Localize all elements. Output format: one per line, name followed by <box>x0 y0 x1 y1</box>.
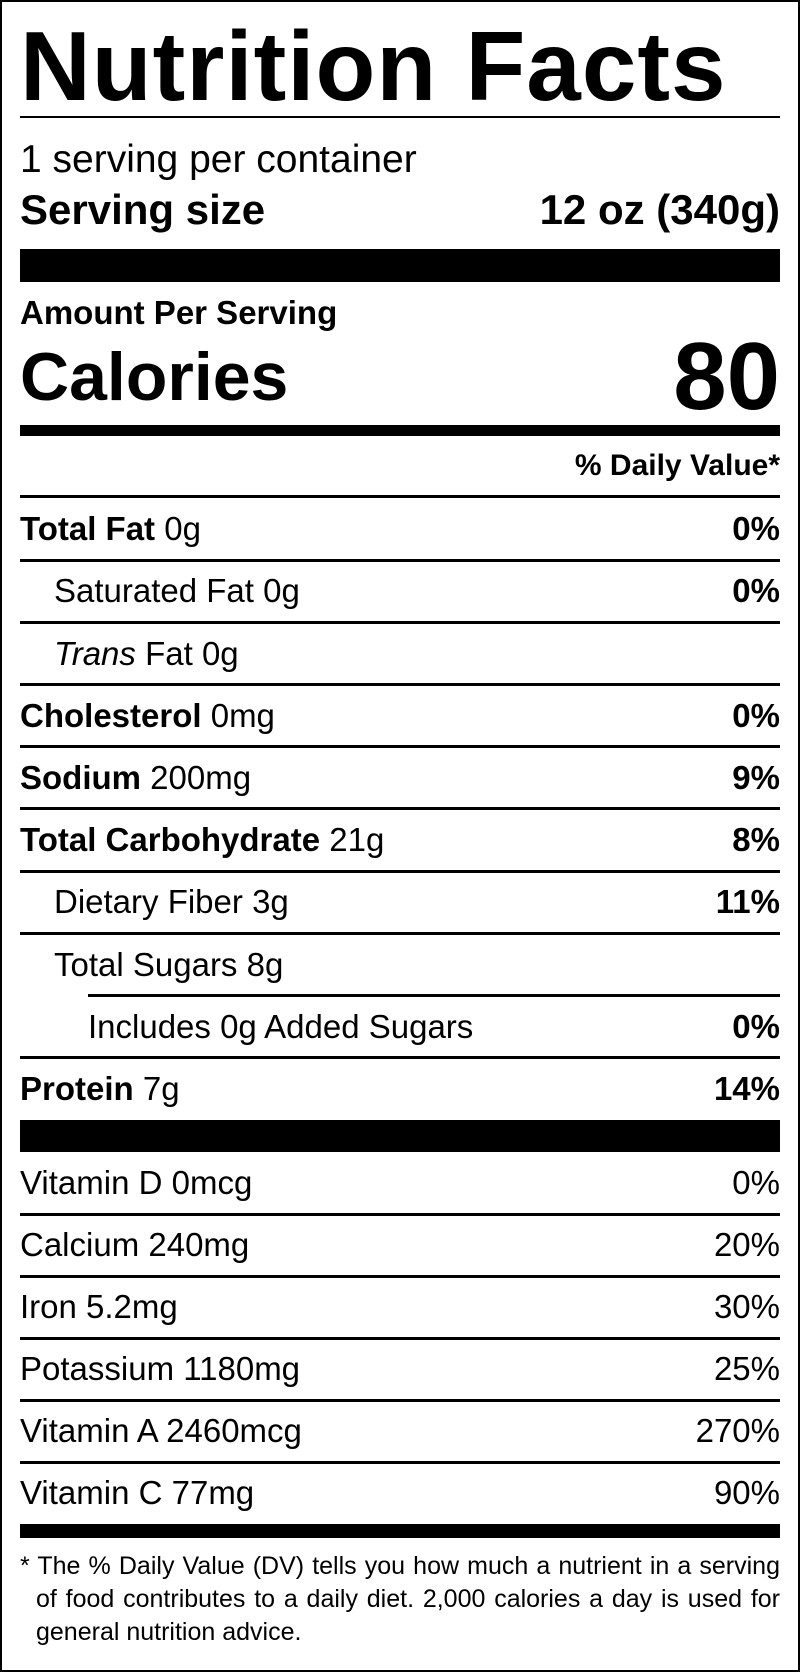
nutrient-amount: 0g <box>263 572 300 610</box>
vitamin-daily-value: 0% <box>732 1164 780 1201</box>
thick-divider <box>20 1120 780 1152</box>
divider <box>20 869 780 873</box>
footnote: * The % Daily Value (DV) tells you how m… <box>20 1552 780 1646</box>
nutrient-label: Trans <box>54 634 136 672</box>
nutrient-name: Saturated Fat 0g <box>54 572 300 610</box>
nutrient-daily-value: 9% <box>732 758 780 796</box>
nutrient-amount: 0g <box>164 510 201 548</box>
nutrient-label: Total Carbohydrate <box>20 821 321 859</box>
vitamin-daily-value: 25% <box>713 1350 780 1387</box>
vitamin-row: Vitamin C 77mg 90% <box>20 1462 780 1524</box>
calories-row: Calories 80 <box>20 323 780 430</box>
vitamin-daily-value: 30% <box>713 1288 780 1325</box>
nutrient-daily-value: 0% <box>732 510 780 548</box>
label-title: Nutrition Facts <box>20 11 727 121</box>
nutrient-amount: 21g <box>329 821 385 859</box>
nutrient-amount: 7g <box>142 1069 180 1107</box>
nutrient-name: Total Fat 0g <box>20 510 201 548</box>
nutrient-row: Total Carbohydrate 21g 8% <box>20 809 780 871</box>
vitamin-row: Vitamin D 0mcg 0% <box>20 1152 780 1214</box>
nutrient-label: Total Fat <box>20 510 156 548</box>
thick-divider <box>20 249 780 282</box>
nutrient-row: Includes 0g Added Sugars 0% <box>20 996 780 1058</box>
nutrient-name: Sodium 200mg <box>20 759 251 797</box>
medium-divider <box>20 1524 780 1538</box>
amount-per-serving: Amount Per Serving <box>20 294 338 331</box>
vitamin-row: Vitamin A 2460mcg 270% <box>20 1400 780 1462</box>
nutrient-name: Protein 7g <box>20 1070 180 1108</box>
nutrient-label: Includes 0g Added Sugars <box>88 1007 474 1045</box>
divider <box>20 1398 780 1402</box>
divider <box>20 558 780 562</box>
medium-divider <box>20 425 780 436</box>
nutrient-label: Total Sugars <box>54 945 238 983</box>
serving-size-value: 12 oz (340g) <box>539 186 780 233</box>
nutrient-row: Total Sugars 8g <box>20 933 780 995</box>
divider <box>20 1274 780 1278</box>
nutrient-label: Protein <box>20 1069 134 1107</box>
nutrient-row: Dietary Fiber 3g 11% <box>20 871 780 933</box>
nutrient-daily-value: 0% <box>732 1007 780 1045</box>
nutrient-daily-value: 11% <box>715 883 780 921</box>
nutrient-name: Includes 0g Added Sugars <box>88 1008 473 1046</box>
vitamin-daily-value: 270% <box>695 1412 780 1449</box>
serving-size: Serving size 12 oz (340g) <box>20 187 780 233</box>
nutrient-name: Trans Fat 0g <box>54 635 239 673</box>
vitamin-row: Calcium 240mg 20% <box>20 1214 780 1276</box>
calories-value: 80 <box>673 323 780 430</box>
nutrient-row: Trans Fat 0g <box>20 622 780 684</box>
nutrient-name: Cholesterol 0mg <box>20 697 275 735</box>
servings-per-container: 1 serving per container <box>20 138 417 181</box>
vitamin-name: Vitamin D 0mcg <box>20 1164 253 1201</box>
nutrient-amount: 8g <box>246 945 284 983</box>
daily-value-header: % Daily Value* <box>574 449 780 482</box>
vitamin-row: Iron 5.2mg 30% <box>20 1276 780 1338</box>
divider <box>20 807 780 811</box>
divider <box>88 993 780 997</box>
vitamin-row: Potassium 1180mg 25% <box>20 1338 780 1400</box>
divider <box>20 116 780 118</box>
nutrient-amount: 0mg <box>210 696 275 734</box>
nutrient-amount: 200mg <box>150 758 252 796</box>
divider <box>20 1460 780 1464</box>
nutrient-label: Saturated Fat <box>54 572 254 610</box>
divider <box>20 1212 780 1216</box>
nutrient-daily-value: 0% <box>732 696 780 734</box>
nutrient-amount: 3g <box>252 883 289 921</box>
nutrient-amount: 0g <box>201 634 239 672</box>
calories-label: Calories <box>20 339 289 415</box>
divider <box>20 620 780 624</box>
vitamin-name: Vitamin A 2460mcg <box>20 1412 302 1449</box>
vitamin-name: Vitamin C 77mg <box>20 1474 255 1511</box>
divider <box>20 495 780 498</box>
nutrient-row: Total Fat 0g 0% <box>20 498 780 560</box>
nutrient-name: Dietary Fiber 3g <box>54 883 289 921</box>
nutrient-row: Saturated Fat 0g 0% <box>20 560 780 622</box>
vitamin-name: Calcium 240mg <box>20 1226 250 1263</box>
nutrient-daily-value: 0% <box>732 572 780 610</box>
vitamin-daily-value: 20% <box>713 1226 780 1263</box>
nutrient-label: Dietary Fiber <box>54 883 243 921</box>
vitamin-name: Potassium 1180mg <box>20 1350 301 1387</box>
nutrient-name: Total Sugars 8g <box>54 946 283 984</box>
divider <box>20 682 780 686</box>
divider <box>20 1336 780 1340</box>
nutrient-row: Cholesterol 0mg 0% <box>20 685 780 747</box>
nutrient-label: Cholesterol <box>20 696 202 734</box>
nutrient-row: Sodium 200mg 9% <box>20 747 780 809</box>
nutrient-label: Sodium <box>20 758 141 796</box>
nutrient-label-suffix: Fat <box>145 634 193 672</box>
divider <box>20 745 780 749</box>
nutrient-daily-value: 14% <box>713 1069 780 1107</box>
vitamin-name: Iron 5.2mg <box>20 1288 178 1325</box>
nutrient-name: Total Carbohydrate 21g <box>20 821 384 859</box>
divider <box>20 1056 780 1060</box>
vitamin-daily-value: 90% <box>713 1474 780 1511</box>
nutrient-daily-value: 8% <box>732 821 780 859</box>
nutrient-row: Protein 7g 14% <box>20 1058 780 1120</box>
serving-size-label: Serving size <box>20 186 266 233</box>
divider <box>20 931 780 935</box>
